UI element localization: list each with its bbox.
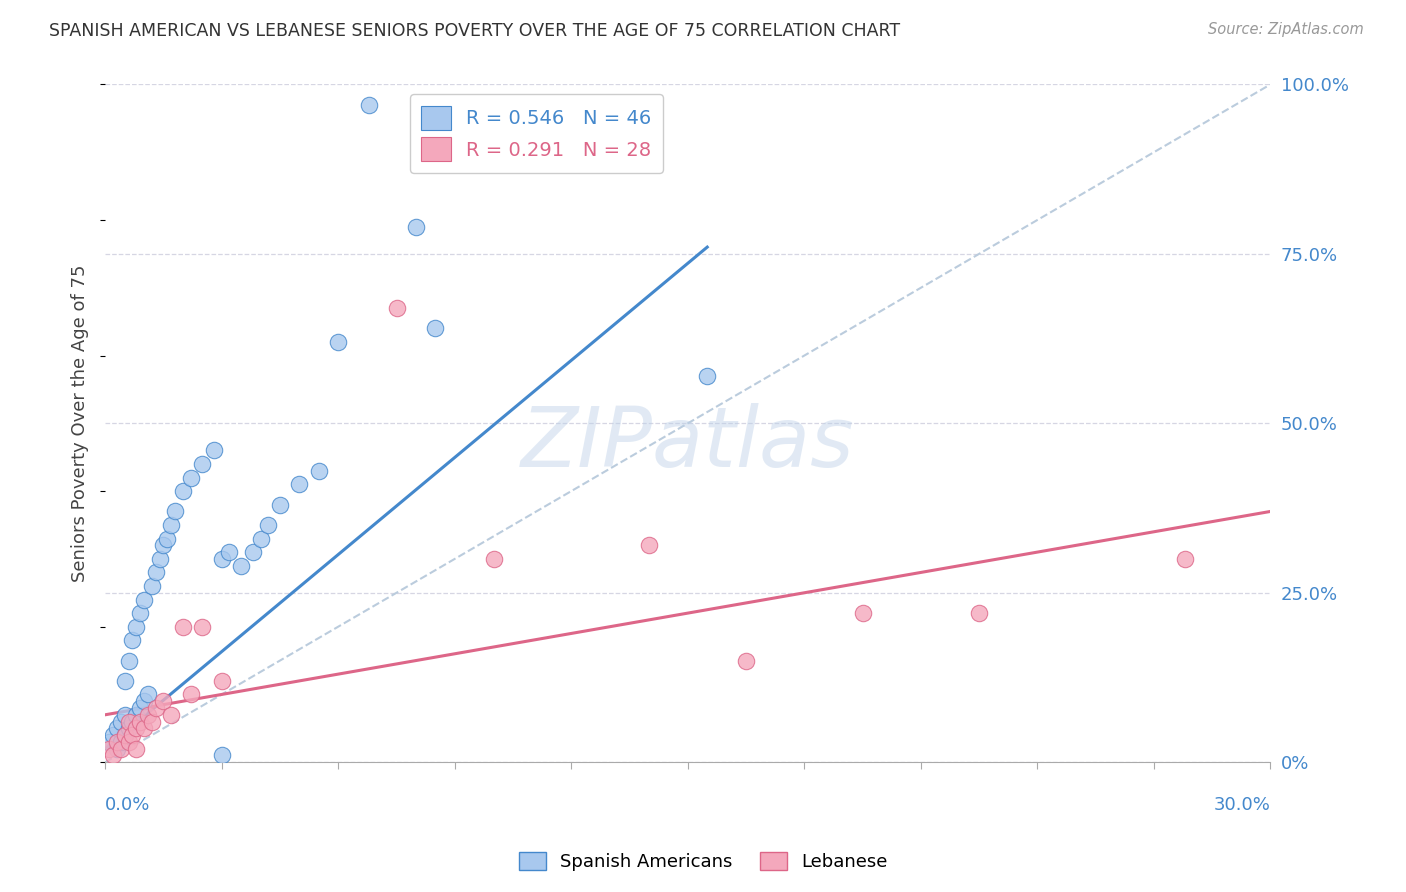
Point xyxy=(359,97,381,112)
Text: 0.0%: 0.0% xyxy=(105,796,150,814)
Point xyxy=(129,714,152,729)
Point xyxy=(405,219,427,234)
Legend: Spanish Americans, Lebanese: Spanish Americans, Lebanese xyxy=(512,845,894,879)
Point xyxy=(98,741,121,756)
Point xyxy=(231,558,253,573)
Point xyxy=(117,654,139,668)
Point xyxy=(117,722,139,736)
Point xyxy=(967,606,990,620)
Point xyxy=(132,592,155,607)
Text: Source: ZipAtlas.com: Source: ZipAtlas.com xyxy=(1208,22,1364,37)
Point xyxy=(101,728,124,742)
Point xyxy=(136,688,159,702)
Point xyxy=(117,735,139,749)
Point xyxy=(211,673,233,688)
Point xyxy=(114,728,136,742)
Point xyxy=(202,443,225,458)
Point xyxy=(98,735,121,749)
Point xyxy=(191,457,214,471)
Point xyxy=(257,518,280,533)
Point xyxy=(114,707,136,722)
Point xyxy=(125,707,148,722)
Point xyxy=(269,498,291,512)
Legend: R = 0.546   N = 46, R = 0.291   N = 28: R = 0.546 N = 46, R = 0.291 N = 28 xyxy=(409,95,664,173)
Point xyxy=(132,694,155,708)
Point xyxy=(129,606,152,620)
Text: SPANISH AMERICAN VS LEBANESE SENIORS POVERTY OVER THE AGE OF 75 CORRELATION CHAR: SPANISH AMERICAN VS LEBANESE SENIORS POV… xyxy=(49,22,900,40)
Point xyxy=(852,606,875,620)
Point xyxy=(145,566,167,580)
Point xyxy=(152,538,174,552)
Point xyxy=(141,714,163,729)
Point xyxy=(735,654,758,668)
Point xyxy=(385,301,408,315)
Point xyxy=(160,707,183,722)
Point xyxy=(132,722,155,736)
Point xyxy=(125,722,148,736)
Point xyxy=(308,464,330,478)
Point xyxy=(288,477,311,491)
Point xyxy=(110,714,132,729)
Point xyxy=(110,741,132,756)
Point xyxy=(110,735,132,749)
Point xyxy=(125,620,148,634)
Point xyxy=(145,701,167,715)
Point xyxy=(180,688,202,702)
Point xyxy=(136,707,159,722)
Point xyxy=(101,748,124,763)
Point xyxy=(105,735,128,749)
Point xyxy=(218,545,240,559)
Point xyxy=(114,728,136,742)
Point xyxy=(117,714,139,729)
Point xyxy=(121,728,143,742)
Point xyxy=(242,545,264,559)
Point xyxy=(121,633,143,648)
Point xyxy=(211,748,233,763)
Point xyxy=(165,504,187,518)
Point xyxy=(160,518,183,533)
Point xyxy=(425,321,447,335)
Point xyxy=(249,532,271,546)
Point xyxy=(141,579,163,593)
Point xyxy=(328,334,350,349)
Point xyxy=(125,741,148,756)
Point xyxy=(105,722,128,736)
Point xyxy=(152,694,174,708)
Point xyxy=(482,552,505,566)
Point xyxy=(129,701,152,715)
Point xyxy=(172,484,194,499)
Point xyxy=(105,741,128,756)
Point xyxy=(149,552,172,566)
Point xyxy=(121,714,143,729)
Text: ZIPatlas: ZIPatlas xyxy=(522,403,855,484)
Point xyxy=(180,470,202,484)
Point xyxy=(696,368,718,383)
Y-axis label: Seniors Poverty Over the Age of 75: Seniors Poverty Over the Age of 75 xyxy=(72,265,89,582)
Point xyxy=(1174,552,1197,566)
Point xyxy=(191,620,214,634)
Point xyxy=(638,538,661,552)
Text: 30.0%: 30.0% xyxy=(1213,796,1271,814)
Point xyxy=(172,620,194,634)
Point xyxy=(114,673,136,688)
Point xyxy=(211,552,233,566)
Point xyxy=(156,532,179,546)
